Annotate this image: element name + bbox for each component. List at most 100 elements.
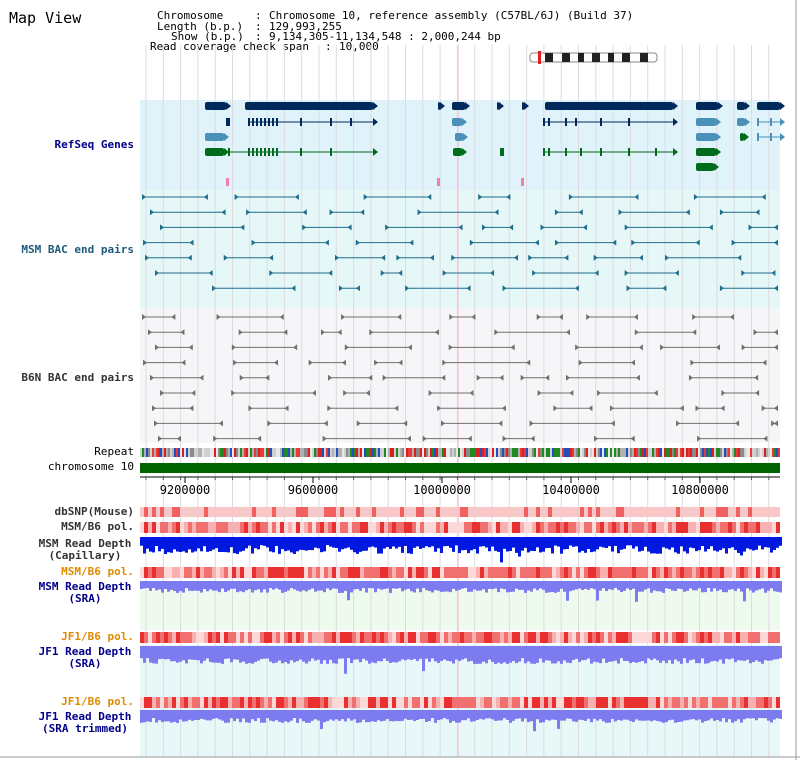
repeat-segment: [380, 448, 382, 457]
pol-segment: [584, 632, 588, 643]
pol-segment: [448, 632, 452, 643]
bac-end-marker: [322, 435, 327, 442]
bac-end-marker: [294, 194, 299, 200]
depth-bar: [656, 710, 659, 721]
pol-segment: [152, 632, 156, 643]
pol-segment: [312, 632, 316, 643]
depth-bar: [713, 581, 716, 589]
depth-bar: [557, 710, 560, 729]
depth-bar: [716, 581, 719, 591]
bac-end-marker: [494, 209, 499, 216]
depth-bar: [425, 710, 428, 722]
pol-segment: [244, 522, 248, 533]
depth-bar: [143, 581, 146, 589]
depth-bar: [242, 710, 245, 719]
repeat-segment: [352, 448, 354, 457]
repeat-segment: [714, 448, 716, 457]
pol-segment: [236, 697, 240, 708]
pol-segment: [656, 522, 660, 533]
pol-segment: [588, 567, 592, 578]
pol-segment: [476, 632, 480, 643]
repeat-segment: [688, 448, 690, 457]
depth-bar: [521, 581, 524, 590]
pol-segment: [188, 522, 192, 533]
pol-segment: [356, 567, 360, 578]
pol-segment: [528, 567, 532, 578]
pol-segment: [260, 632, 264, 643]
pol-segment: [592, 507, 596, 517]
repeat-segment: [664, 448, 666, 457]
repeat-segment: [214, 448, 216, 457]
gene-exon: [256, 148, 258, 156]
bac-end-marker: [693, 194, 698, 200]
depth-bar: [662, 581, 665, 593]
depth-bar: [779, 581, 782, 593]
depth-bar: [164, 581, 167, 589]
pol-segment: [564, 522, 568, 533]
pol-segment: [624, 522, 628, 533]
depth-bar: [734, 537, 737, 550]
pol-segment: [744, 632, 748, 643]
repeat-segment: [620, 448, 622, 457]
depth-bar: [722, 581, 725, 593]
pol-segment: [168, 567, 172, 578]
repeat-segment: [774, 448, 776, 457]
depth-bar: [659, 710, 662, 722]
pol-segment: [684, 632, 688, 643]
depth-bar: [359, 646, 362, 663]
pol-segment: [272, 507, 276, 517]
pol-segment: [336, 507, 340, 517]
pol-segment: [532, 567, 536, 578]
depth-bar: [227, 646, 230, 659]
depth-bar: [341, 581, 344, 593]
depth-bar: [281, 710, 284, 723]
depth-bar: [392, 581, 395, 589]
bac-end-marker: [774, 285, 778, 292]
bac-end-marker: [609, 405, 614, 412]
bac-end-marker: [774, 420, 778, 427]
depth-bar: [326, 537, 329, 546]
depth-bar: [503, 537, 506, 549]
pol-segment: [336, 632, 340, 643]
pol-segment: [744, 567, 748, 578]
depth-bar: [458, 646, 461, 662]
bac-end-marker: [501, 405, 506, 412]
bac-end-marker: [265, 374, 270, 381]
depth-bar: [632, 537, 635, 549]
repeat-segment: [256, 448, 258, 457]
bac-end-marker: [612, 239, 617, 246]
bac-end-marker: [231, 344, 236, 351]
repeat-segment: [666, 448, 668, 457]
bac-end-marker: [323, 420, 328, 427]
depth-bar: [746, 581, 749, 589]
bac-end-marker: [437, 405, 442, 412]
pol-segment: [212, 567, 216, 578]
repeat-segment: [316, 448, 318, 457]
pol-segment: [420, 567, 424, 578]
depth-bar: [476, 537, 479, 554]
depth-bar: [602, 537, 605, 548]
pol-segment: [764, 507, 768, 517]
depth-bar: [290, 581, 293, 589]
pol-segment: [592, 632, 596, 643]
ideogram-band: [592, 53, 600, 62]
repeat-segment: [734, 448, 736, 457]
depth-bar: [452, 581, 455, 589]
depth-bar: [440, 646, 443, 661]
pol-segment: [492, 632, 496, 643]
bac-end-marker: [223, 254, 228, 261]
bac-end-marker: [774, 344, 778, 351]
bac-end-marker: [328, 270, 333, 276]
pol-segment: [496, 507, 500, 517]
depth-bar: [194, 646, 197, 661]
pol-segment: [420, 522, 424, 533]
pol-segment: [652, 567, 656, 578]
depth-bar: [599, 581, 602, 591]
repeat-segment: [606, 448, 608, 457]
pol-segment: [408, 522, 412, 533]
depth-bar: [230, 646, 233, 663]
pol-segment: [444, 632, 448, 643]
depth-bar: [704, 646, 707, 664]
repeat-segment: [532, 448, 534, 457]
